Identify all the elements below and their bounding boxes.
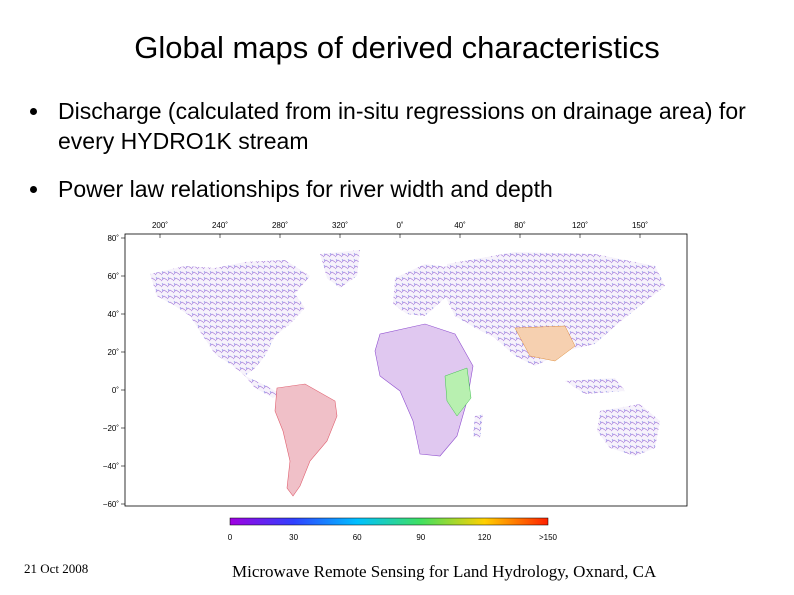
latitude-label: −40˚ [103,462,120,471]
latitude-label: 80˚ [107,234,119,243]
latitude-ticks: 80˚ 60˚ 40˚ 20˚ 0˚ −20˚ −40˚ −60˚ [103,234,125,509]
africa [374,323,474,457]
latitude-label: 0˚ [112,386,119,395]
footer-event: Microwave Remote Sensing for Land Hydrol… [232,562,657,581]
north-america [150,260,310,376]
footer-date: 21 Oct 2008 [24,561,89,576]
longitude-label: 200˚ [152,221,168,230]
longitude-label: 150˚ [632,221,648,230]
latitude-label: −20˚ [103,424,120,433]
continents [150,250,665,497]
colorbar-label: 120 [478,533,492,542]
latitude-label: 40˚ [107,310,119,319]
colorbar-label: 0 [228,533,233,542]
longitude-label: 120˚ [572,221,588,230]
latitude-label: 60˚ [107,272,119,281]
latitude-label: 20˚ [107,348,119,357]
colorbar-label: 60 [353,533,362,542]
colorbar-labels: 0 30 60 90 120 >150 [228,533,558,542]
east-africa-highlight [444,367,472,417]
bullet-power-law: Power law relationships for river width … [28,174,768,204]
longitude-label: 0˚ [396,221,403,230]
bullet-discharge: Discharge (calculated from in-situ regre… [28,96,768,156]
australia [597,404,660,456]
latitude-label: −60˚ [103,500,120,509]
longitude-ticks: 200˚ 240˚ 280˚ 320˚ 0˚ 40˚ 80˚ 120˚ 150˚ [152,221,648,238]
longitude-label: 240˚ [212,221,228,230]
bullet-list: Discharge (calculated from in-situ regre… [28,96,768,222]
longitude-label: 280˚ [272,221,288,230]
colorbar-label: >150 [539,533,558,542]
europe [393,264,455,316]
colorbar-label: 30 [289,533,298,542]
colorbar-label: 90 [416,533,425,542]
longitude-label: 40˚ [454,221,466,230]
indonesia [565,378,625,394]
south-america [274,383,338,497]
greenland [320,250,360,288]
slide-title: Global maps of derived characteristics [134,30,660,65]
madagascar [473,414,483,438]
south-asia-highlight [514,325,576,362]
global-discharge-map: 200˚ 240˚ 280˚ 320˚ 0˚ 40˚ 80˚ 120˚ 150˚ 80˚ 60˚ 4… [95,216,695,546]
asia [445,252,665,366]
colorbar [229,517,549,526]
central-america [245,376,280,398]
map-svg: 200˚ 240˚ 280˚ 320˚ 0˚ 40˚ 80˚ 120˚ 150˚ 80˚ 60˚ 4… [103,221,688,542]
longitude-label: 80˚ [514,221,526,230]
longitude-label: 320˚ [332,221,348,230]
